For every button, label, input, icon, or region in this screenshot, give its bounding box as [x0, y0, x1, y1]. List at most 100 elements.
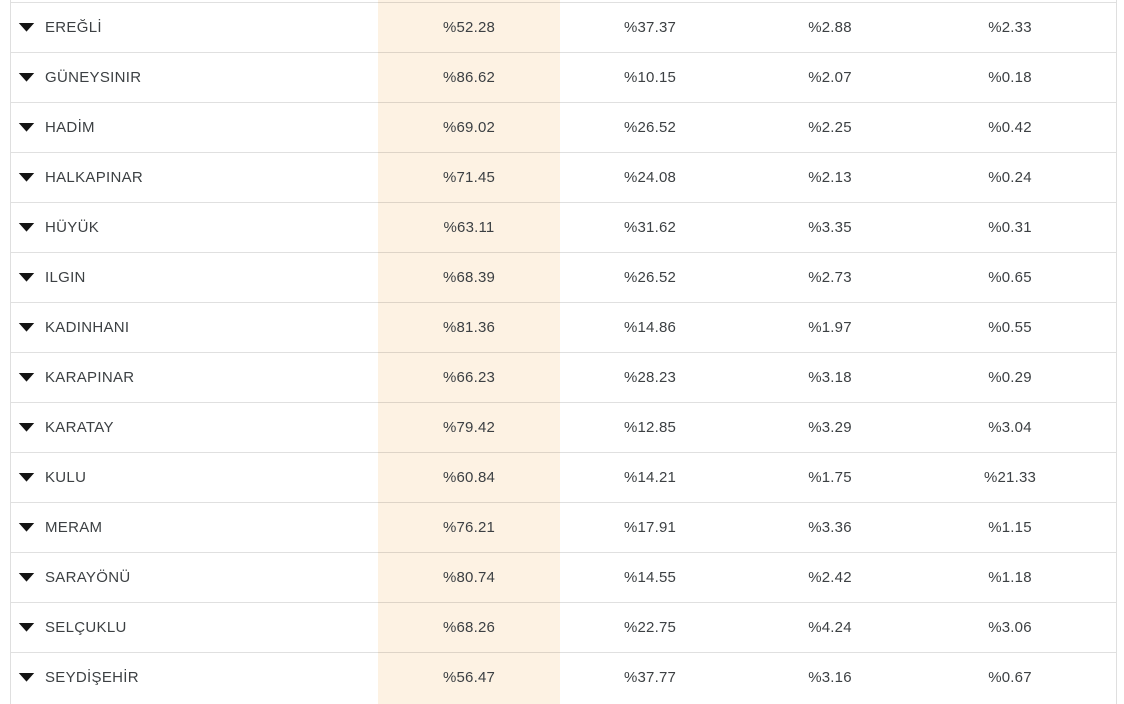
district-name: HÜYÜK — [45, 218, 100, 236]
row-filler — [1100, 152, 1116, 202]
table-row[interactable]: GÜNEYSINIR %86.62 %10.15 %2.07 %0.18 — [11, 52, 1116, 102]
value-cell-3: %2.25 — [808, 118, 852, 136]
district-cell[interactable]: HALKAPINAR — [11, 152, 378, 202]
district-cell[interactable]: HÜYÜK — [11, 202, 378, 252]
value-cell-1: %76.21 — [378, 502, 560, 552]
row-filler — [1100, 2, 1116, 52]
results-table-panel: EREĞLİ %52.28 %37.37 %2.88 %2.33 GÜNEYSI… — [10, 0, 1117, 704]
value-cell-4: %0.67 — [988, 668, 1032, 686]
value-cell-1: %69.02 — [378, 102, 560, 152]
value-cell-1: %86.62 — [378, 52, 560, 102]
value-cell-1: %56.47 — [378, 652, 560, 702]
value-cell-4: %0.42 — [988, 118, 1032, 136]
value-cell-1: %60.84 — [378, 452, 560, 502]
value-cell-1: %81.36 — [378, 302, 560, 352]
row-filler — [1100, 552, 1116, 602]
value-cell-1: %68.39 — [378, 252, 560, 302]
table-row[interactable]: EREĞLİ %52.28 %37.37 %2.88 %2.33 — [11, 2, 1116, 52]
row-filler — [1100, 202, 1116, 252]
value-cell-4: %3.04 — [988, 418, 1032, 436]
value-cell-2: %28.23 — [623, 368, 677, 386]
value-cell-1: %71.45 — [378, 152, 560, 202]
district-cell[interactable]: MERAM — [11, 502, 378, 552]
expand-arrow-icon[interactable] — [18, 272, 35, 282]
value-cell-1: %52.28 — [378, 2, 560, 52]
district-name: EREĞLİ — [45, 18, 102, 36]
expand-arrow-icon[interactable] — [18, 222, 35, 232]
value-cell-1: %80.74 — [378, 552, 560, 602]
district-cell[interactable]: KADINHANI — [11, 302, 378, 352]
table-row[interactable]: HADİM %69.02 %26.52 %2.25 %0.42 — [11, 102, 1116, 152]
district-name: KADINHANI — [45, 318, 130, 336]
value-cell-3: %2.07 — [808, 68, 852, 86]
value-cell-2: %14.55 — [623, 568, 677, 586]
district-cell[interactable]: KARAPINAR — [11, 352, 378, 402]
expand-arrow-icon[interactable] — [18, 372, 35, 382]
row-partial-bottom — [11, 702, 1116, 704]
district-name: ILGIN — [45, 268, 86, 286]
value-cell-2: %22.75 — [623, 618, 677, 636]
table-row[interactable]: SEYDİŞEHİR %56.47 %37.77 %3.16 %0.67 — [11, 652, 1116, 702]
value-cell-2: %10.15 — [623, 68, 677, 86]
expand-arrow-icon[interactable] — [18, 422, 35, 432]
value-cell-4: %21.33 — [983, 468, 1037, 486]
table-row[interactable]: ILGIN %68.39 %26.52 %2.73 %0.65 — [11, 252, 1116, 302]
expand-arrow-icon[interactable] — [18, 522, 35, 532]
value-cell-4: %0.31 — [988, 218, 1032, 236]
row-filler — [1100, 352, 1116, 402]
expand-arrow-icon[interactable] — [18, 122, 35, 132]
district-name: KARATAY — [45, 418, 114, 436]
table-row[interactable]: KARAPINAR %66.23 %28.23 %3.18 %0.29 — [11, 352, 1116, 402]
district-cell[interactable]: KARATAY — [11, 402, 378, 452]
table-body: EREĞLİ %52.28 %37.37 %2.88 %2.33 GÜNEYSI… — [11, 2, 1116, 702]
row-filler — [1100, 602, 1116, 652]
district-cell[interactable]: SEYDİŞEHİR — [11, 652, 378, 702]
table-row[interactable]: SELÇUKLU %68.26 %22.75 %4.24 %3.06 — [11, 602, 1116, 652]
expand-arrow-icon[interactable] — [18, 672, 35, 682]
table-row[interactable]: MERAM %76.21 %17.91 %3.36 %1.15 — [11, 502, 1116, 552]
value-cell-1: %66.23 — [378, 352, 560, 402]
value-cell-3: %3.36 — [808, 518, 852, 536]
value-cell-3: %2.42 — [808, 568, 852, 586]
value-cell-3: %1.75 — [808, 468, 852, 486]
district-cell[interactable]: ILGIN — [11, 252, 378, 302]
row-filler — [1100, 52, 1116, 102]
value-cell-2: %14.86 — [623, 318, 677, 336]
value-cell-2: %26.52 — [623, 268, 677, 286]
row-filler — [1100, 302, 1116, 352]
value-cell-2: %26.52 — [623, 118, 677, 136]
expand-arrow-icon[interactable] — [18, 172, 35, 182]
value-cell-4: %0.65 — [988, 268, 1032, 286]
district-name: KULU — [45, 468, 87, 486]
table-row[interactable]: KARATAY %79.42 %12.85 %3.29 %3.04 — [11, 402, 1116, 452]
expand-arrow-icon[interactable] — [18, 622, 35, 632]
value-cell-4: %0.55 — [988, 318, 1032, 336]
expand-arrow-icon[interactable] — [18, 322, 35, 332]
value-cell-3: %3.29 — [808, 418, 852, 436]
expand-arrow-icon[interactable] — [18, 572, 35, 582]
district-cell[interactable]: SELÇUKLU — [11, 602, 378, 652]
district-cell[interactable]: GÜNEYSINIR — [11, 52, 378, 102]
value-cell-4: %1.18 — [988, 568, 1032, 586]
district-name: GÜNEYSINIR — [45, 68, 142, 86]
expand-arrow-icon[interactable] — [18, 472, 35, 482]
table-row[interactable]: HALKAPINAR %71.45 %24.08 %2.13 %0.24 — [11, 152, 1116, 202]
row-partial-top — [11, 0, 1116, 2]
table-row[interactable]: SARAYÖNÜ %80.74 %14.55 %2.42 %1.18 — [11, 552, 1116, 602]
value-cell-3: %1.97 — [808, 318, 852, 336]
value-cell-3: %4.24 — [808, 618, 852, 636]
district-cell[interactable]: SARAYÖNÜ — [11, 552, 378, 602]
value-cell-3: %3.18 — [808, 368, 852, 386]
row-filler — [1100, 102, 1116, 152]
district-cell[interactable]: EREĞLİ — [11, 2, 378, 52]
value-cell-2: %31.62 — [623, 218, 677, 236]
row-filler — [1100, 252, 1116, 302]
district-cell[interactable]: KULU — [11, 452, 378, 502]
district-cell[interactable]: HADİM — [11, 102, 378, 152]
value-cell-4: %0.18 — [988, 68, 1032, 86]
table-row[interactable]: HÜYÜK %63.11 %31.62 %3.35 %0.31 — [11, 202, 1116, 252]
expand-arrow-icon[interactable] — [18, 22, 35, 32]
expand-arrow-icon[interactable] — [18, 72, 35, 82]
table-row[interactable]: KULU %60.84 %14.21 %1.75 %21.33 — [11, 452, 1116, 502]
table-row[interactable]: KADINHANI %81.36 %14.86 %1.97 %0.55 — [11, 302, 1116, 352]
